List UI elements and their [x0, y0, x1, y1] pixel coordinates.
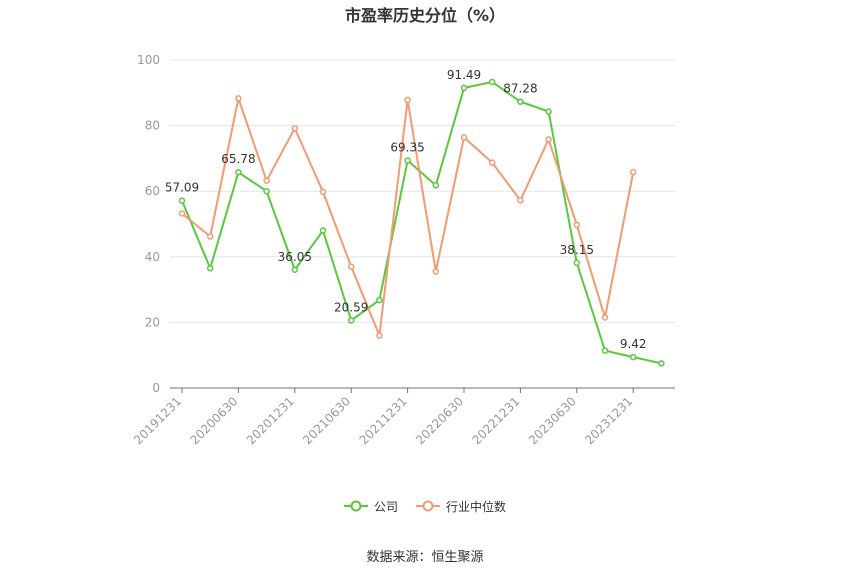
data-point	[235, 95, 242, 102]
data-point	[573, 259, 581, 267]
data-point	[263, 187, 270, 195]
x-tick-label: 20210630	[300, 394, 353, 447]
data-point	[347, 317, 355, 324]
data-point	[291, 266, 299, 274]
data-label: 9.42	[620, 337, 647, 351]
data-point	[319, 227, 327, 234]
y-tick-label: 80	[145, 119, 160, 133]
data-point	[291, 124, 299, 132]
chart-title: 市盈率历史分位（%）	[344, 6, 506, 25]
data-point	[319, 188, 327, 196]
x-tick-label: 20200630	[187, 394, 240, 447]
data-point	[178, 210, 186, 217]
data-point	[460, 84, 468, 92]
data-point	[658, 360, 665, 367]
legend-item-industry[interactable]: 行业中位数	[416, 498, 506, 515]
data-label: 38.15	[560, 243, 594, 257]
data-label: 69.35	[390, 141, 424, 155]
data-point	[206, 233, 214, 240]
data-point	[488, 159, 496, 166]
data-point	[517, 197, 524, 204]
data-point	[206, 265, 214, 272]
x-tick-label: 20201231	[244, 394, 297, 447]
data-point	[545, 108, 552, 115]
data-point	[178, 197, 186, 204]
data-point	[263, 177, 270, 184]
data-label: 65.78	[221, 152, 255, 166]
legend-swatch-company	[343, 500, 368, 512]
data-point	[460, 134, 468, 141]
data-point	[235, 168, 242, 176]
data-label: 91.49	[447, 68, 481, 82]
y-tick-label: 40	[145, 250, 160, 264]
legend-label-company: 公司	[373, 499, 398, 514]
x-tick-label: 20230630	[526, 394, 579, 447]
data-point	[517, 98, 524, 105]
data-point	[601, 314, 609, 321]
legend-label-industry: 行业中位数	[446, 499, 507, 514]
data-point	[629, 353, 637, 361]
data-point	[404, 157, 411, 164]
data-source: 数据来源：恒生聚源	[366, 550, 484, 565]
x-tick-label: 20220630	[413, 394, 466, 447]
data-point	[573, 221, 581, 229]
x-tick-label: 20221231	[469, 394, 522, 447]
data-point	[404, 96, 411, 104]
x-tick-label: 20191231	[131, 394, 184, 447]
data-point	[432, 268, 440, 275]
x-tick-label: 20211231	[357, 394, 410, 447]
y-tick-label: 100	[137, 53, 160, 67]
data-label: 20.59	[334, 300, 368, 314]
legend: 公司 行业中位数	[0, 496, 850, 516]
data-point	[629, 168, 637, 176]
data-point	[488, 78, 496, 86]
data-point	[545, 136, 552, 143]
y-tick-label: 20	[145, 315, 160, 329]
x-tick-label: 20231231	[582, 394, 635, 447]
legend-swatch-industry	[416, 500, 440, 512]
data-point	[347, 263, 355, 270]
data-point	[601, 347, 609, 354]
legend-item-company[interactable]: 公司	[343, 498, 398, 515]
data-label: 87.28	[503, 82, 537, 96]
y-tick-label: 0	[152, 381, 160, 395]
y-tick-label: 60	[145, 184, 160, 198]
data-label: 57.09	[165, 181, 199, 195]
data-point	[432, 182, 440, 189]
data-point	[376, 296, 383, 304]
series-line-1	[181, 97, 635, 337]
data-point	[376, 332, 383, 339]
series-line-0	[181, 80, 662, 365]
data-label: 36.05	[278, 250, 312, 264]
